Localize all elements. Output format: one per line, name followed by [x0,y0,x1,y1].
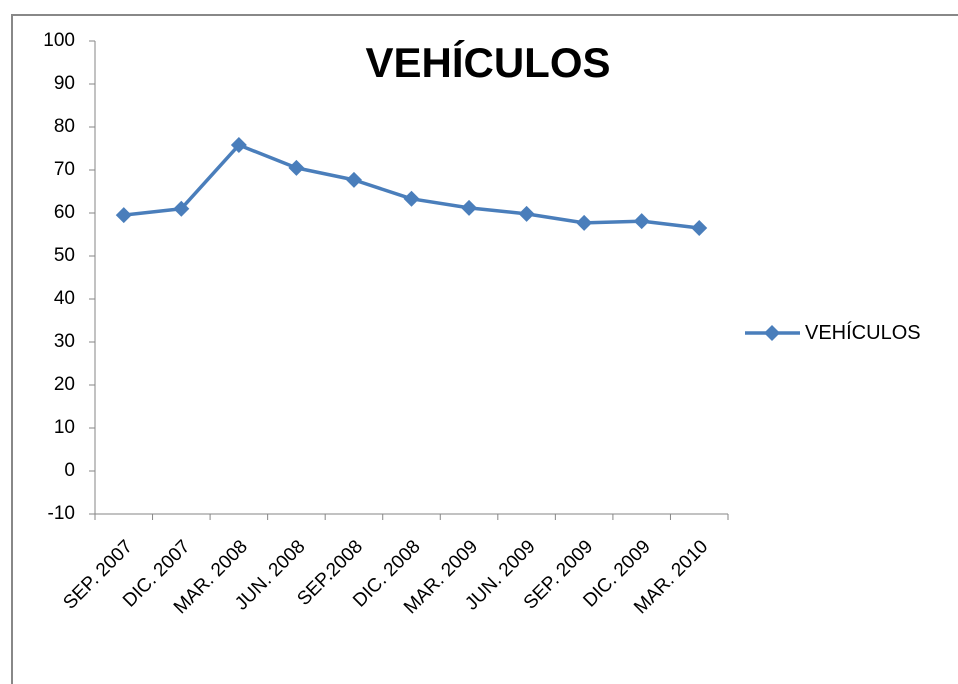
y-tick-label: 40 [54,288,75,309]
y-tick-label: 70 [54,159,75,180]
chart-title: VEHÍCULOS [365,39,610,86]
data-point [230,137,247,154]
legend-label: VEHÍCULOS [805,322,921,344]
data-point [345,171,362,188]
y-tick-label: -10 [48,503,75,524]
y-tick-label: 10 [54,417,75,438]
y-tick-label: 80 [54,116,75,137]
y-tick-label: 100 [43,30,75,51]
y-tick-label: 20 [54,374,75,395]
data-point [461,199,478,216]
y-tick-label: 50 [54,245,75,266]
y-tick-label: 0 [64,460,75,481]
data-point [518,205,535,222]
legend-marker [764,325,780,341]
y-tick-label: 90 [54,73,75,94]
y-tick-label: 30 [54,331,75,352]
data-point [633,213,650,230]
series-line [123,143,700,230]
data-point [288,159,305,176]
data-point [173,200,190,217]
data-point [115,207,132,224]
data-point [691,220,708,237]
chart-frame [11,14,958,684]
data-point [576,214,593,231]
y-tick-label: 60 [54,202,75,223]
data-point [403,190,420,207]
